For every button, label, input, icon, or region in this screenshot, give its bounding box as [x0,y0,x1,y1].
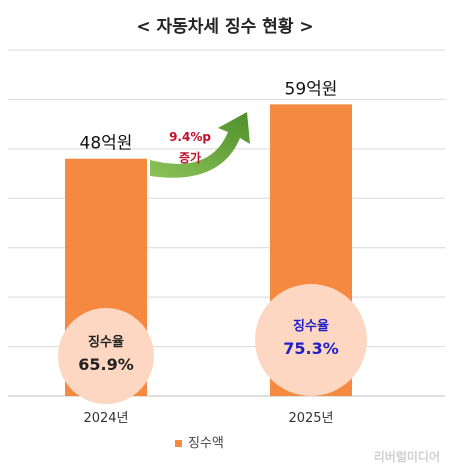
collection-rate-circle-1 [58,308,154,404]
collection-rate-circle-2 [255,284,367,396]
collection-rate-label-2: 징수율 [293,318,329,334]
legend: 징수액 [175,436,224,451]
x-tick-label-2: 2025년 [288,411,333,426]
legend-swatch [175,440,182,447]
data-label-2: 59억원 [285,79,338,99]
x-tick-label-1: 2024년 [83,411,128,426]
bars: 48억원 2024년 징수율 65.9% 59억원 2025년 징수율 75.3% [58,79,367,426]
growth-annotation-line2: 증가 [179,150,201,165]
growth-arrow [150,112,250,178]
collection-rate-value-1: 65.9% [78,355,134,374]
growth-annotation-line1: 9.4%p [169,130,211,144]
chart-title: < 자동차세 징수 현황 > [136,17,313,37]
data-label-1: 48억원 [80,134,133,154]
legend-label: 징수액 [188,436,224,451]
growth-arrow-shape [150,112,250,178]
watermark-text: 리버럴미디어 [374,449,440,464]
collection-rate-label-1: 징수율 [88,334,124,350]
collection-rate-value-2: 75.3% [283,339,339,358]
